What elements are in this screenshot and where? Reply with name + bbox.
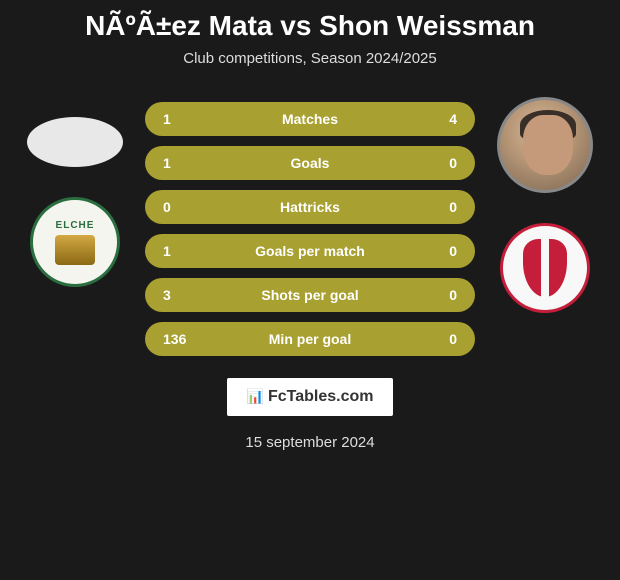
stat-label: Min per goal: [269, 331, 351, 347]
source-label: FcTables.com: [268, 388, 374, 405]
stat-value-right: 0: [427, 155, 457, 171]
stat-value-left: 0: [163, 199, 193, 215]
avatar-face-icon: [523, 115, 573, 175]
granada-badge-icon: [500, 223, 590, 313]
stat-value-left: 136: [163, 331, 193, 347]
stat-row-matches: 1 Matches 4: [145, 102, 475, 136]
stat-label: Goals: [291, 155, 330, 171]
source-box: 📊FcTables.com: [227, 378, 394, 416]
chart-icon: 📊: [247, 388, 264, 405]
player1-column: ELCHE: [20, 97, 130, 287]
stat-label: Hattricks: [280, 199, 340, 215]
stat-label: Matches: [282, 111, 338, 127]
comparison-panel: ELCHE 1 Matches 4 1 Goals 0 0 Hattricks …: [20, 97, 600, 356]
stat-value-right: 0: [427, 331, 457, 347]
page-title: NÃºÃ±ez Mata vs Shon Weissman: [20, 10, 600, 42]
stat-value-right: 4: [427, 111, 457, 127]
stat-row-min-per-goal: 136 Min per goal 0: [145, 322, 475, 356]
stat-row-hattricks: 0 Hattricks 0: [145, 190, 475, 224]
stat-value-right: 0: [427, 243, 457, 259]
stat-value-left: 1: [163, 243, 193, 259]
player2-avatar: [497, 97, 593, 193]
page-subtitle: Club competitions, Season 2024/2025: [20, 50, 600, 67]
stat-value-right: 0: [427, 287, 457, 303]
stat-row-goals: 1 Goals 0: [145, 146, 475, 180]
granada-badge-shield: [523, 239, 567, 297]
date-label: 15 september 2024: [20, 434, 600, 451]
elche-badge-icon: ELCHE: [30, 197, 120, 287]
stat-row-goals-per-match: 1 Goals per match 0: [145, 234, 475, 268]
elche-badge-decoration: [55, 235, 95, 265]
stat-label: Goals per match: [255, 243, 365, 259]
player2-club-badge: [500, 223, 590, 313]
player2-column: [490, 97, 600, 313]
player1-club-badge: ELCHE: [30, 197, 120, 287]
stat-value-left: 1: [163, 111, 193, 127]
player1-avatar-placeholder: [27, 117, 123, 167]
elche-badge-label: ELCHE: [56, 220, 95, 231]
stat-value-left: 3: [163, 287, 193, 303]
stat-label: Shots per goal: [261, 287, 358, 303]
stat-value-right: 0: [427, 199, 457, 215]
stats-column: 1 Matches 4 1 Goals 0 0 Hattricks 0 1 Go…: [130, 102, 490, 356]
stat-row-shots-per-goal: 3 Shots per goal 0: [145, 278, 475, 312]
stat-value-left: 1: [163, 155, 193, 171]
footer: 📊FcTables.com 15 september 2024: [20, 378, 600, 451]
granada-badge-stripe: [541, 239, 549, 297]
